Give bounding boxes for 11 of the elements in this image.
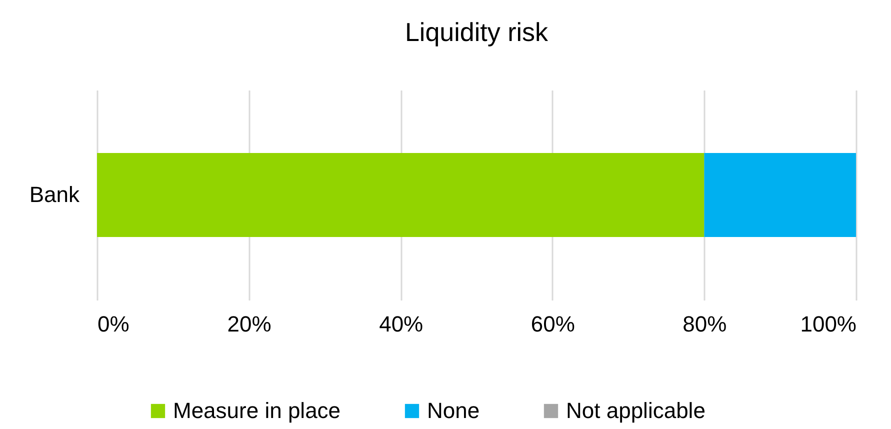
x-tick-label: 40%: [379, 312, 424, 336]
x-tick-label: 100%: [800, 312, 856, 336]
chart-title: Liquidity risk: [404, 17, 550, 47]
legend-label: Not applicable: [566, 398, 706, 423]
y-tick-label: Bank: [29, 182, 80, 207]
legend-label: Measure in place: [173, 398, 341, 423]
x-tick-label: 20%: [227, 312, 272, 336]
legend-label: None: [427, 398, 480, 423]
x-tick-label: 80%: [682, 312, 727, 336]
x-tick-label: 60%: [530, 312, 575, 336]
x-tick-label: 0%: [98, 312, 130, 336]
